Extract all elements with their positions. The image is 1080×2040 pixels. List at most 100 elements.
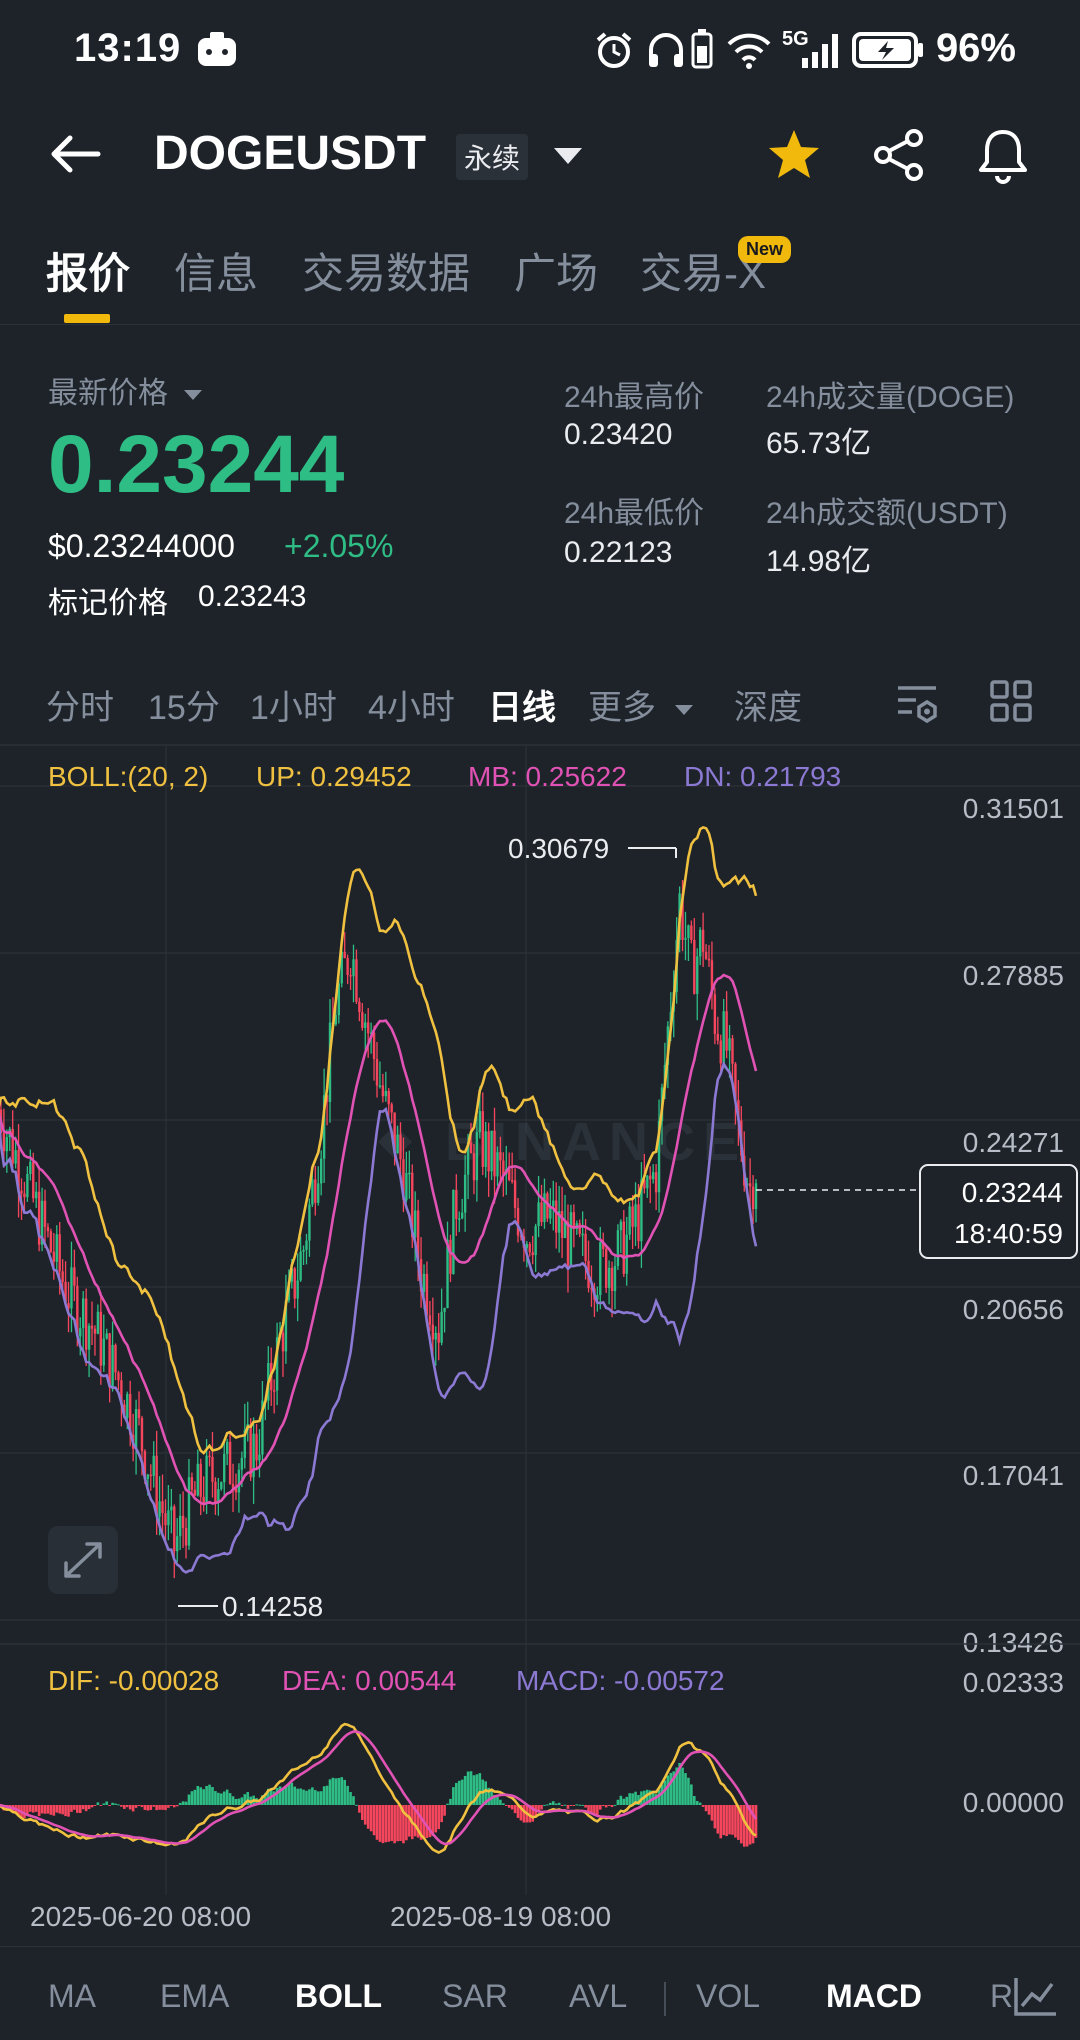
- interval-4h[interactable]: 4小时: [368, 689, 455, 727]
- candle-body: [325, 1095, 329, 1102]
- interval-15m[interactable]: 15分: [148, 689, 220, 727]
- candle-body: [284, 1300, 288, 1352]
- candle-body: [299, 1251, 302, 1281]
- macd-bar: [690, 1784, 693, 1805]
- low-marker: 0.14258: [178, 1591, 323, 1622]
- indicator-vol[interactable]: VOL: [696, 1978, 761, 2014]
- favorite-star-icon[interactable]: [766, 128, 822, 182]
- macd-bar: [678, 1762, 681, 1805]
- tab-trading-data[interactable]: 交易数据: [302, 250, 471, 297]
- candle-body: [334, 1015, 338, 1025]
- candle-body: [84, 1298, 88, 1350]
- indicator-ema[interactable]: EMA: [160, 1978, 230, 2014]
- macd-bar: [202, 1789, 205, 1805]
- mark-price: 0.23243: [198, 580, 307, 613]
- interval-1d[interactable]: 日线: [488, 689, 556, 727]
- macd-bar: [596, 1805, 599, 1816]
- candle-body: [346, 957, 349, 976]
- candle-body: [599, 1242, 602, 1296]
- expand-chart-button[interactable]: [48, 1526, 118, 1594]
- macd-bar: [419, 1805, 423, 1840]
- macd-bar: [751, 1805, 755, 1844]
- interval-more[interactable]: 更多: [588, 680, 695, 729]
- candle-body: [698, 929, 702, 957]
- share-icon[interactable]: [872, 128, 926, 182]
- macd-bar: [349, 1792, 352, 1805]
- price-tick: 0.24271: [963, 1127, 1064, 1158]
- macd-bar: [616, 1799, 620, 1805]
- macd-bar: [111, 1802, 114, 1805]
- candle-body: [293, 1268, 296, 1299]
- indicator-sar[interactable]: SAR: [442, 1978, 508, 2014]
- candle-body: [164, 1513, 167, 1526]
- candle-body: [654, 1172, 658, 1193]
- indicator-r[interactable]: R: [990, 1978, 1014, 2014]
- indicator-ma[interactable]: MA: [48, 1978, 96, 2014]
- macd-bar: [513, 1805, 517, 1814]
- macd-bar: [363, 1805, 367, 1825]
- candle-body: [681, 893, 684, 940]
- candle-body: [349, 975, 352, 977]
- candle-body: [96, 1311, 100, 1334]
- indicator-settings-icon[interactable]: [1012, 1974, 1058, 2018]
- symbol-title[interactable]: DOGEUSDT: [154, 127, 427, 180]
- candle-body: [375, 1059, 379, 1086]
- candle-body: [372, 1032, 376, 1060]
- notification-bell-icon[interactable]: [976, 126, 1030, 184]
- candle-body: [616, 1230, 620, 1266]
- price-tick: 0.13426: [963, 1627, 1064, 1658]
- symbol-dropdown-icon[interactable]: [552, 144, 584, 168]
- candle-body: [366, 1022, 370, 1034]
- tab-info[interactable]: 信息: [174, 250, 259, 297]
- macd-bar: [466, 1771, 470, 1805]
- candle-body: [311, 1179, 314, 1205]
- macd-bar: [549, 1802, 552, 1805]
- candle-body: [99, 1311, 103, 1366]
- macd-bar: [434, 1805, 438, 1833]
- indicator-macd[interactable]: MACD: [826, 1978, 922, 2014]
- tab-quote[interactable]: 报价: [46, 250, 131, 297]
- interval-depth[interactable]: 深度: [734, 689, 802, 727]
- macd-bar: [170, 1805, 173, 1806]
- candle-body: [111, 1344, 114, 1388]
- tab-square[interactable]: 广场: [514, 250, 599, 297]
- candle-body: [563, 1222, 567, 1238]
- candle-body: [499, 1152, 502, 1161]
- macd-bar: [613, 1804, 617, 1806]
- indicator-avl[interactable]: AVL: [569, 1978, 628, 2014]
- macd-bar: [214, 1791, 217, 1805]
- high-marker: 0.30679: [508, 833, 677, 864]
- candle-body: [384, 1090, 388, 1097]
- app-notification-icon: [198, 32, 236, 66]
- low-label: 24h最低价: [564, 497, 705, 530]
- macd-bar: [601, 1805, 605, 1807]
- macd-bar: [149, 1805, 153, 1810]
- candle-body: [716, 1033, 720, 1041]
- signal-icon: [802, 34, 838, 68]
- candle-body: [411, 1172, 414, 1238]
- candle-body: [390, 1104, 393, 1113]
- interval-more-label: 更多: [588, 689, 656, 727]
- back-arrow-icon[interactable]: [46, 132, 102, 176]
- macd-bar: [178, 1802, 182, 1805]
- candle-body: [413, 1210, 417, 1238]
- layout-grid-icon[interactable]: [990, 680, 1032, 722]
- last-price-label[interactable]: 最新价格: [48, 368, 204, 412]
- chart-settings-icon[interactable]: [896, 680, 940, 724]
- macd-tick-top: 0.02333: [963, 1667, 1064, 1698]
- candle-body: [87, 1325, 91, 1350]
- macd-bar: [343, 1779, 346, 1805]
- kline-chart[interactable]: BINANCE BOLL:(20, 2) UP: 0.29452 MB: 0.2…: [0, 740, 1080, 1945]
- interval-time[interactable]: 分时: [46, 689, 114, 727]
- indicator-boll[interactable]: BOLL: [295, 1978, 383, 2014]
- candle-body: [619, 1221, 623, 1231]
- interval-1h[interactable]: 1小时: [250, 689, 337, 727]
- candle-body: [748, 1183, 752, 1187]
- candle-body: [364, 1022, 367, 1028]
- macd-bar: [243, 1794, 247, 1805]
- macd-bar: [29, 1805, 32, 1812]
- candle-body: [70, 1267, 73, 1309]
- candle-body: [443, 1308, 446, 1312]
- candle-body: [261, 1400, 264, 1455]
- candle-body: [314, 1179, 317, 1203]
